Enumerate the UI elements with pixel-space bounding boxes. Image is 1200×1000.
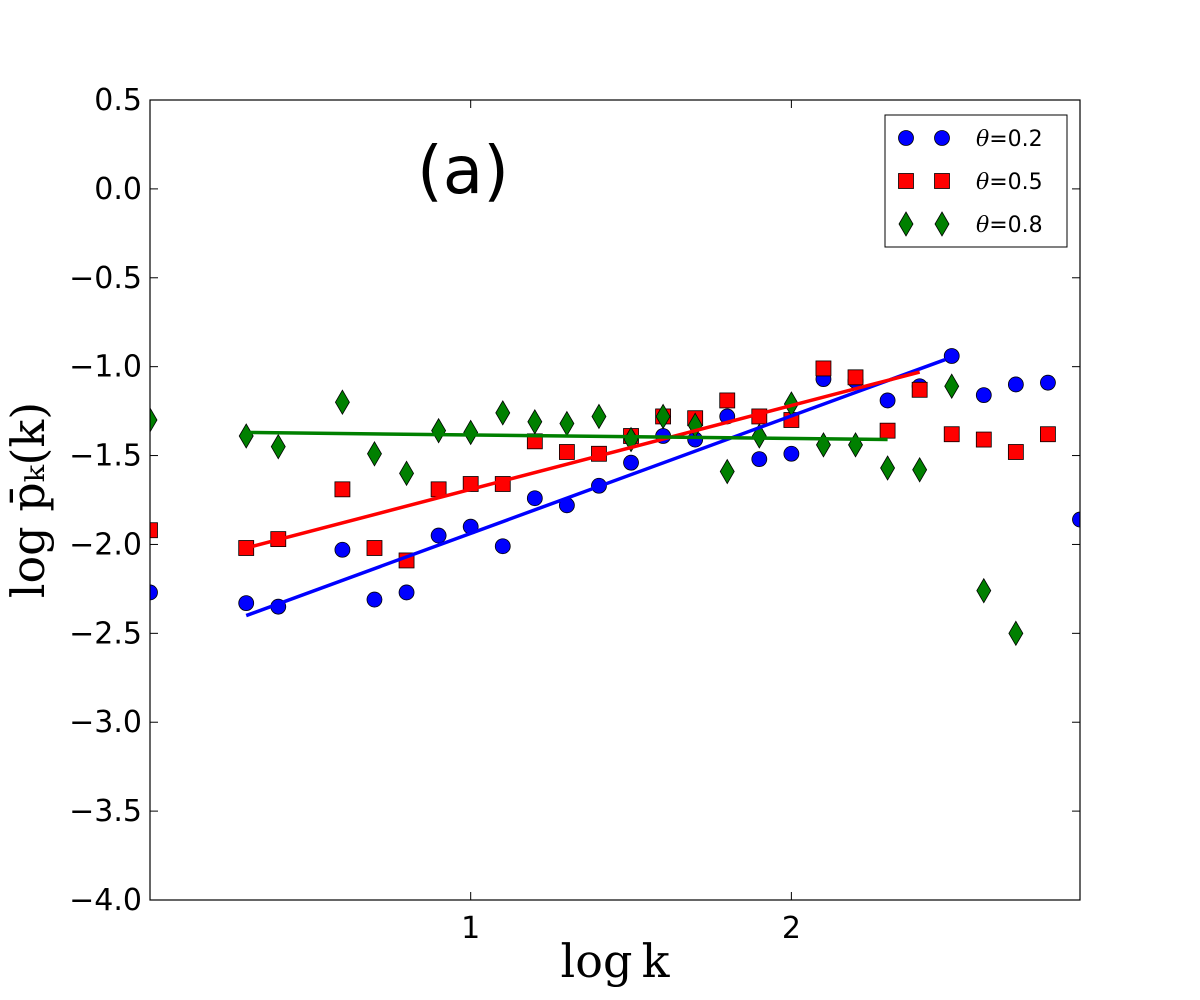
x-axis-label: log k [561,934,671,988]
y-tick-label: −2.0 [69,527,142,562]
fit-line-series-2 [246,430,888,442]
data-point-series-2 [591,403,607,430]
data-point-series-1 [719,392,736,409]
data-point-series-0 [879,392,896,409]
data-point-series-2 [527,408,543,435]
data-point-series-0 [238,595,255,612]
legend-label-theta-0-8: θ=0.8 [976,213,1043,238]
legend: θ=0.2 θ=0.5 θ=0.8 [884,114,1068,248]
y-axis-label: log p̄ₖ(k) [1,402,55,598]
data-point-series-1 [1040,426,1056,443]
axis-ticks: 0.5 0.0 −0.5 −1.0 −1.5 −2.0 −2.5 −3.0 −3.5 −4.0 1 2 [69,83,1080,946]
y-tick-label: −1.0 [69,350,142,385]
data-point-series-2 [880,455,896,481]
legend-marker-series-1 [934,173,950,189]
data-point-series-2 [431,417,447,444]
data-point-series-2 [367,440,382,467]
legend-marker-series-2 [934,211,950,237]
data-point-series-0 [334,541,351,558]
data-point-series-2 [334,389,350,416]
data-point-series-2 [976,577,992,604]
y-tick-label: −3.0 [69,705,142,740]
y-tick-label: −4.0 [69,883,142,918]
legend-box [884,114,1068,248]
panel-label: (a) [417,132,509,209]
y-tick-label: −2.5 [69,616,142,651]
data-point-series-1 [847,369,864,386]
data-point-series-2 [1008,620,1024,647]
data-point-series-0 [1072,511,1080,528]
data-point-series-1 [815,360,832,377]
data-point-series-1 [558,444,575,460]
data-layer [150,348,1080,647]
y-tick-label: −0.5 [69,261,142,296]
data-point-series-0 [943,348,960,364]
legend-theta-value: =0.8 [989,213,1042,238]
data-point-series-0 [398,584,415,601]
data-point-series-0 [623,454,639,471]
y-tick-label: −3.5 [69,794,142,829]
legend-marker-series-0 [934,130,950,146]
data-point-series-2 [463,419,479,446]
y-tick-label: 0.5 [94,83,142,118]
data-point-series-2 [495,400,511,426]
data-point-series-0 [150,584,158,601]
data-point-series-2 [912,456,928,483]
legend-label-theta-0-5: θ=0.5 [976,170,1043,195]
data-point-series-0 [975,387,992,404]
legend-label-theta-0-2: θ=0.2 [976,127,1043,152]
data-point-series-0 [1007,376,1024,393]
plot-frame [149,99,1081,901]
legend-theta-symbol: θ [976,213,989,238]
legend-markers [898,130,950,237]
data-point-series-2 [150,407,158,433]
data-point-series-2 [270,433,286,460]
data-point-series-0 [494,538,511,555]
data-point-series-0 [1040,374,1056,391]
data-point-series-1 [975,431,992,448]
data-point-series-0 [526,490,543,507]
data-point-series-2 [944,373,960,400]
data-point-series-1 [911,381,928,398]
data-point-series-2 [719,458,735,485]
data-point-series-1 [150,522,158,539]
legend-marker-series-0 [898,130,914,146]
data-point-series-0 [430,527,447,544]
data-point-series-1 [366,540,383,556]
y-tick-label: 0.0 [94,172,142,207]
y-tick-label: −1.5 [69,439,142,474]
data-point-series-2 [655,403,671,430]
x-tick-label: 1 [461,911,480,946]
data-point-series-1 [879,422,896,439]
data-point-series-2 [399,460,415,487]
legend-theta-value: =0.5 [989,170,1042,195]
legend-marker-series-2 [898,211,914,237]
legend-theta-symbol: θ [976,127,989,152]
data-point-series-0 [366,591,383,608]
legend-marker-series-1 [898,173,914,189]
data-point-series-0 [751,451,768,468]
data-point-series-1 [943,426,960,443]
fit-line-series-0 [245,357,946,618]
plot-area [150,348,1080,647]
data-point-series-1 [1007,444,1024,460]
legend-theta-value: =0.2 [989,127,1042,152]
legend-theta-symbol: θ [976,170,989,195]
x-tick-label: 2 [782,911,801,946]
data-point-series-1 [334,481,351,498]
data-point-series-0 [783,445,800,462]
fit-line-series-1 [245,370,921,550]
